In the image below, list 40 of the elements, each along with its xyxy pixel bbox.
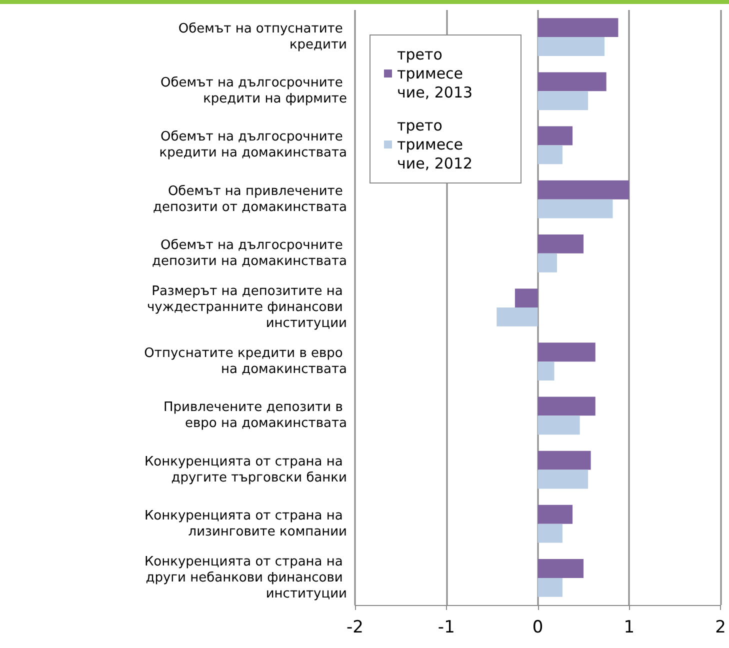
bar bbox=[538, 559, 584, 578]
bar bbox=[538, 416, 580, 435]
bar bbox=[538, 18, 618, 38]
legend-label: трето тримесечие, 2013 bbox=[397, 46, 473, 102]
x-tick-label: 1 bbox=[624, 618, 635, 638]
bar bbox=[538, 342, 596, 362]
y-tick-label: Размерът на депозитите на чуждестранните финансови институции bbox=[146, 284, 347, 331]
y-tick-label: Конкуренцията от страна на лизинговите компании bbox=[144, 508, 347, 540]
bar bbox=[538, 253, 557, 272]
bar bbox=[538, 396, 596, 416]
bar bbox=[538, 72, 606, 92]
y-tick-label: Конкуренцията от страна на други небанкови финансови институции bbox=[144, 554, 347, 602]
bar bbox=[538, 362, 554, 381]
bar bbox=[538, 145, 562, 164]
bar bbox=[538, 234, 584, 254]
bar bbox=[538, 470, 588, 489]
bar bbox=[538, 37, 605, 56]
bar bbox=[496, 308, 538, 326]
y-tick-label: Обемът на отпуснатите кредити bbox=[178, 22, 347, 53]
bar bbox=[538, 180, 630, 200]
y-tick-label: Конкуренцията от страна на другите търговски банки bbox=[144, 454, 347, 486]
y-tick-label: Обемът на дългосрочните депозити на домакинствата bbox=[152, 238, 347, 269]
bar bbox=[538, 450, 591, 470]
bar bbox=[538, 91, 588, 110]
bar bbox=[538, 126, 573, 146]
bar bbox=[538, 504, 573, 524]
x-tick-label: 2 bbox=[715, 618, 726, 638]
x-tick-label: -2 bbox=[346, 618, 364, 638]
bar bbox=[514, 288, 538, 308]
legend-label: трето тримесечие, 2012 bbox=[397, 116, 473, 172]
x-tick-label: 0 bbox=[532, 618, 544, 638]
bar bbox=[538, 524, 562, 543]
bar bbox=[538, 578, 562, 597]
y-tick-label: Отпуснатите кредити в евро на домакинствата bbox=[144, 346, 347, 378]
y-tick-label: Обемът на привлечените депозити от домакинствата bbox=[152, 184, 347, 215]
x-tick-label: -1 bbox=[438, 618, 455, 638]
y-tick-label: Обемът на дългосрочните кредити на домакинствата bbox=[159, 130, 347, 161]
y-tick-label: Привлечените депозити в евро на домакинствата bbox=[163, 400, 347, 432]
bar bbox=[538, 199, 613, 218]
y-tick-label: Обемът на дългосрочните кредити на фирмите bbox=[160, 76, 347, 107]
